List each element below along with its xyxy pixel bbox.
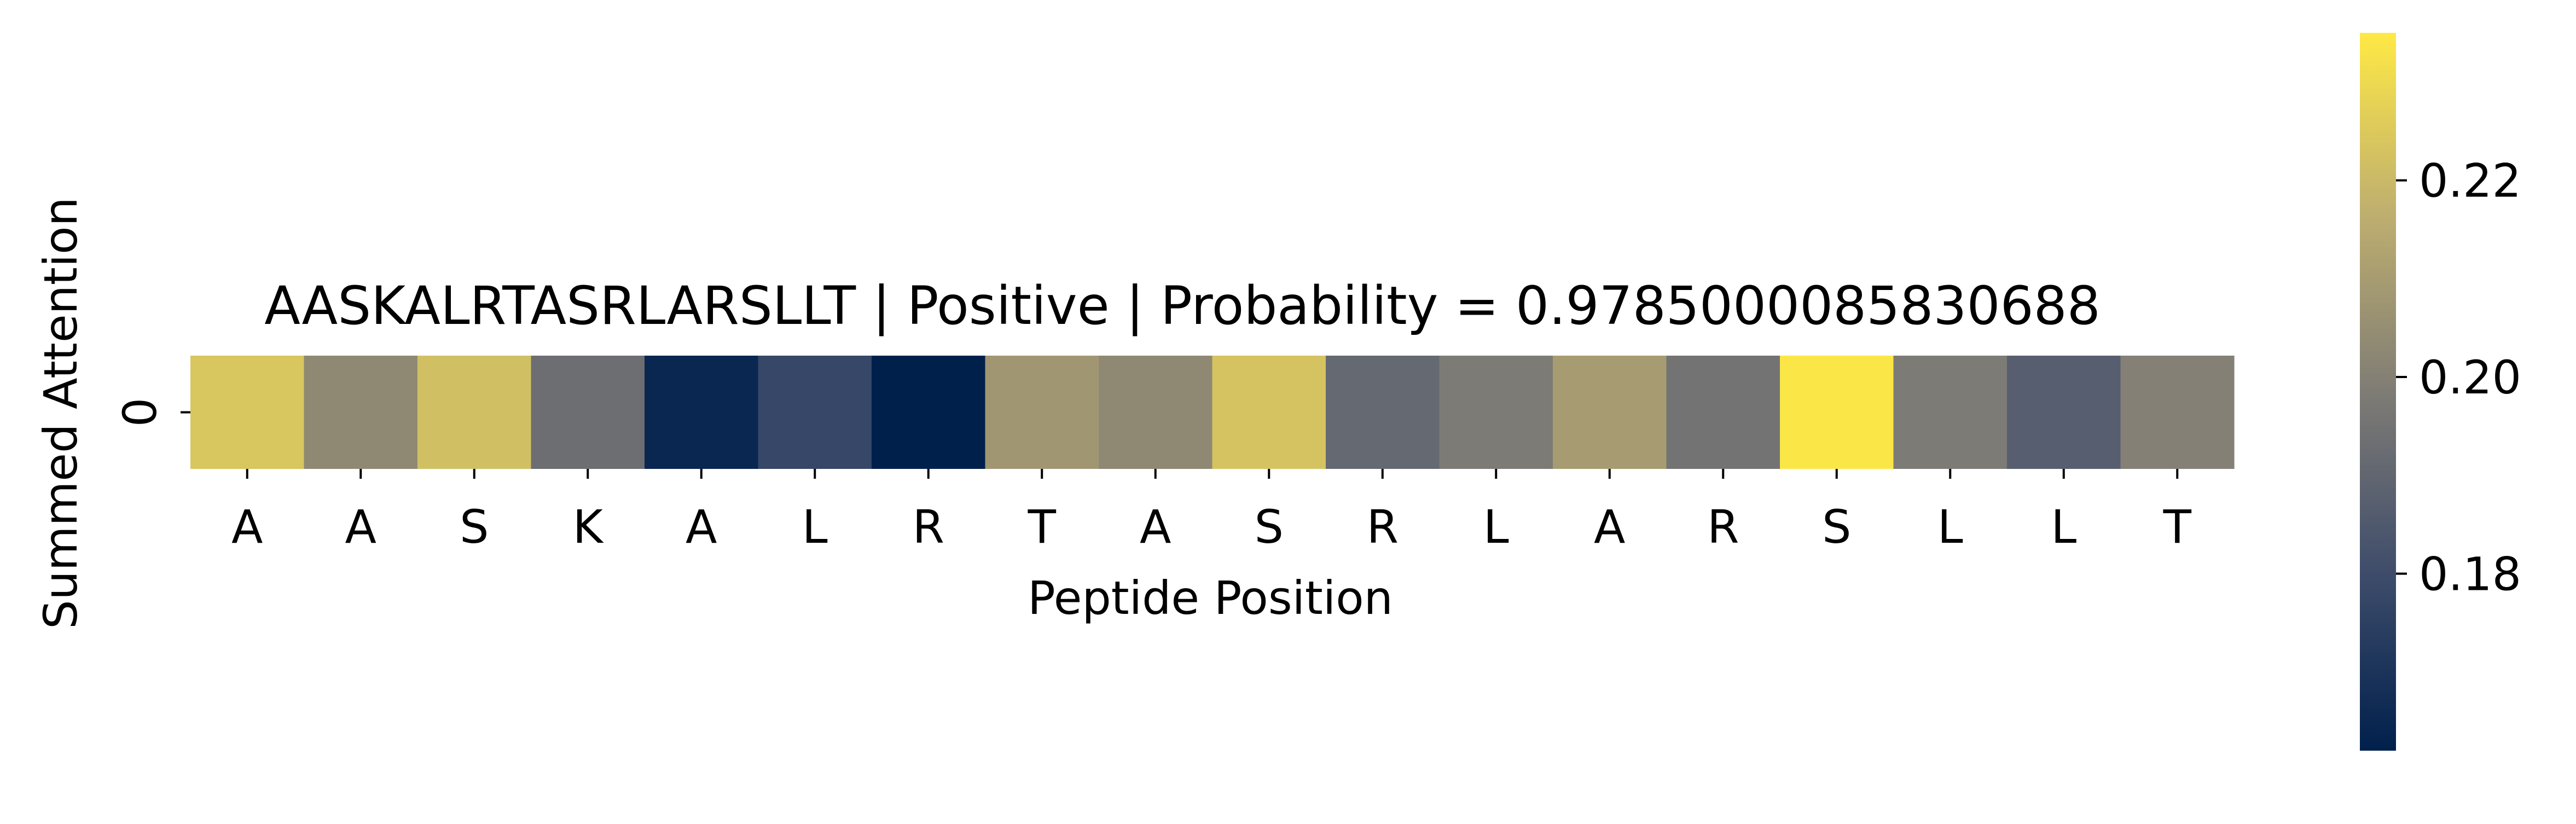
x-axis-label: Peptide Position [1028,571,1393,625]
heatmap-cell-5 [645,356,759,469]
x-tick-label: A [1594,500,1625,554]
x-tick-label: T [2163,500,2192,554]
heatmap-cell-12 [1439,356,1553,469]
heatmap-cell-10 [1212,356,1326,469]
x-tick-label: T [1028,500,1057,554]
heatmap-cell-2 [304,356,418,469]
x-tick-label: A [1140,500,1171,554]
colorbar-ticks: 0.18 0.20 0.22 [2396,154,2521,601]
heatmap-cell-1 [190,356,305,469]
x-tick-label: S [1822,500,1851,554]
heatmap-cell-11 [1326,356,1440,469]
heatmap-cell-4 [531,356,645,469]
colorbar-tick-label: 0.18 [2419,547,2521,601]
heatmap-cell-17 [2007,356,2121,469]
y-axis-label: Summed Attention [34,197,88,629]
heatmap-cell-15 [1780,356,1894,469]
x-tick-label: L [2051,500,2076,554]
colorbar-tick-label: 0.22 [2419,154,2521,208]
x-tick-label: R [1367,500,1399,554]
heatmap-cell-9 [1099,356,1213,469]
x-tick-label: R [913,500,944,554]
x-tick-label: A [231,500,263,554]
x-tick-label: S [460,500,489,554]
colorbar [2360,33,2396,751]
heatmap-cell-6 [758,356,872,469]
chart-title: AASKALRTASRLARSLLT | Positive | Probabil… [264,275,2101,337]
y-axis-ticks: 0 [113,398,190,427]
y-tick-label: 0 [113,398,167,427]
x-tick-label: L [802,500,828,554]
x-tick-label: K [573,500,604,554]
heatmap-cell-3 [417,356,532,469]
x-tick-label: L [1937,500,1963,554]
x-tick-label: A [345,500,376,554]
heatmap-cell-8 [985,356,1099,469]
x-tick-label: R [1707,500,1739,554]
x-tick-label: S [1255,500,1284,554]
heatmap-cell-7 [872,356,986,469]
x-tick-label: A [686,500,717,554]
heatmap-cell-16 [1893,356,2008,469]
heatmap-cell-14 [1666,356,1780,469]
colorbar-tick-label: 0.20 [2419,351,2521,404]
heatmap-cell-13 [1553,356,1667,469]
heatmap-cell-18 [2120,356,2235,469]
x-tick-label: L [1483,500,1509,554]
heatmap-cells [190,356,2235,469]
